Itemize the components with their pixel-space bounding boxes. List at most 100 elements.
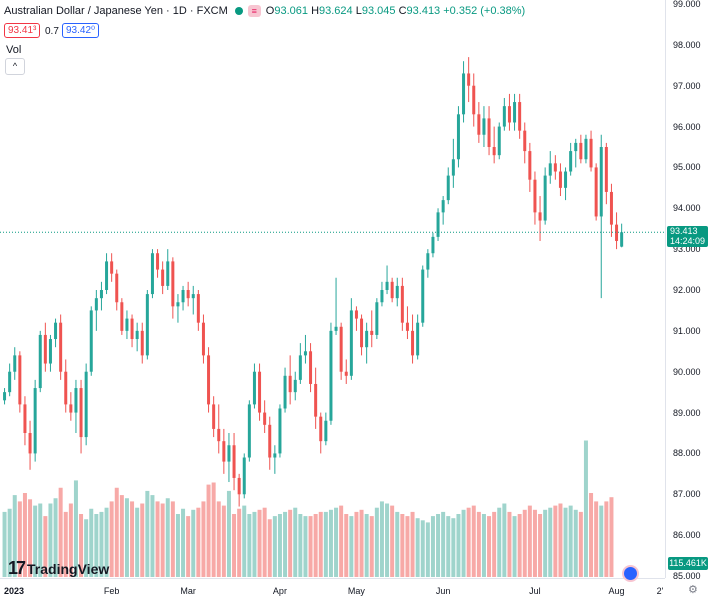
volume-bar (568, 505, 573, 577)
volume-bar (583, 440, 588, 577)
volume-bar (272, 516, 277, 577)
time-tick-label: Jun (435, 586, 451, 596)
chart-plot-area[interactable] (0, 0, 665, 578)
time-tick-label: Feb (103, 586, 120, 596)
candle (69, 404, 73, 413)
candle (360, 318, 364, 348)
symbol-title[interactable]: Australian Dollar / Japanese Yen · 1D · … (4, 5, 228, 17)
volume-bar (573, 509, 578, 577)
volume-bar (328, 509, 333, 577)
brand-name: TradingView (27, 560, 110, 577)
candle (324, 420, 328, 442)
volume-bar (436, 514, 441, 577)
candle (125, 318, 129, 331)
candle (176, 302, 180, 307)
candle (314, 383, 318, 417)
volume-bar (221, 505, 226, 577)
candle (120, 302, 124, 331)
price-tick-label: 92.000 (673, 285, 701, 295)
candle (436, 212, 440, 237)
candle (482, 118, 486, 135)
candle (569, 151, 573, 172)
volume-bar (395, 511, 400, 577)
settings-gear-icon[interactable]: ⚙ (688, 584, 698, 596)
volume-bar (84, 519, 89, 577)
candle (140, 330, 144, 356)
candle (456, 114, 460, 160)
dividend-event-icon[interactable] (622, 565, 639, 582)
candle (171, 261, 175, 307)
price-axis[interactable]: 99.000 98.000 97.000 96.000 95.000 94.000 93.0… (665, 0, 710, 581)
volume-bar (308, 516, 313, 577)
collapse-legend-button[interactable]: ^ (5, 58, 25, 75)
candle (181, 290, 185, 303)
price-tick-label: 94.000 (673, 203, 701, 214)
volume-bar (175, 514, 180, 577)
volume-bar (527, 505, 532, 577)
volume-bar (410, 511, 415, 577)
volume-bar (119, 495, 124, 577)
candle (487, 118, 491, 147)
candle (303, 351, 307, 356)
price-tick-label: 91.000 (673, 325, 701, 336)
candle (497, 126, 501, 156)
volume-bar (33, 505, 38, 577)
price-tick-label: 98.000 (673, 39, 701, 50)
candle (247, 404, 251, 458)
tradingview-logo[interactable]: 17 TradingView (8, 558, 109, 579)
candle (543, 175, 547, 221)
volume-bar (68, 503, 73, 577)
candle (38, 334, 42, 389)
time-tick-label: Mar (180, 586, 196, 596)
volume-bar (374, 507, 379, 577)
volume-bar (124, 498, 129, 577)
time-axis[interactable]: 2023 Feb Mar Apr May Jun Jul Aug 2' (0, 578, 665, 601)
volume-bar (211, 482, 216, 577)
candle (604, 147, 608, 192)
volume-bar (415, 518, 420, 577)
last-price-label: 93.413 14:24:09 (667, 226, 708, 248)
candle (533, 179, 537, 213)
volume-bar (339, 505, 344, 577)
volume-bar (7, 508, 12, 577)
flag-icon[interactable]: ≡ (247, 5, 261, 17)
volume-bar (476, 511, 481, 577)
candle (609, 191, 613, 225)
price-tick-label: 95.000 (673, 162, 701, 173)
volume-indicator-label[interactable]: Vol (6, 44, 22, 56)
volume-bar (237, 508, 242, 577)
buy-price-button[interactable]: 93.42⁰ (62, 23, 100, 38)
candle (594, 167, 598, 217)
volume-bar (548, 507, 553, 577)
volume-bar (150, 495, 155, 577)
volume-bar (487, 516, 492, 577)
spread-value: 0.7 (45, 26, 59, 37)
volume-bar (553, 505, 558, 577)
volume-bar (283, 511, 288, 577)
volume-bar (28, 499, 33, 577)
volume-bar (160, 503, 165, 577)
volume-bar (446, 516, 451, 577)
candle (135, 330, 139, 340)
candle (74, 388, 78, 413)
volume-bar (43, 516, 48, 577)
volume-bar (267, 519, 272, 577)
candle (150, 253, 154, 295)
candle (201, 322, 205, 356)
candle (518, 102, 522, 131)
candle (298, 355, 302, 380)
candlestick-chart[interactable] (0, 0, 665, 578)
candle (212, 404, 216, 429)
candle (411, 330, 415, 356)
candle (421, 269, 425, 323)
volume-bar (22, 493, 27, 577)
candle (48, 339, 52, 364)
volume-bar (512, 516, 517, 577)
volume-bar (456, 514, 461, 577)
ohlc-values: O93.061 H93.624 L93.045 C93.413 +0.352 (… (265, 5, 526, 17)
candle (273, 453, 277, 458)
sell-price-button[interactable]: 93.41³ (4, 23, 41, 38)
volume-bar (293, 507, 298, 577)
candle (426, 253, 430, 270)
candle (115, 273, 119, 303)
